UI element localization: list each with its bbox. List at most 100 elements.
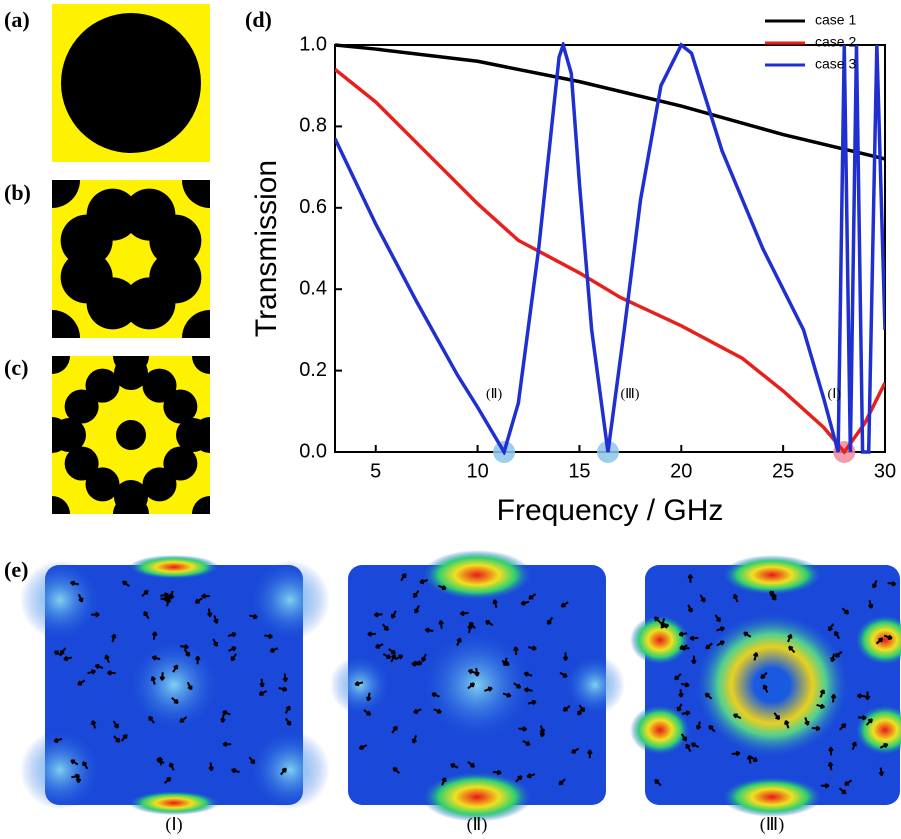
annotation: (Ⅲ) xyxy=(620,387,639,402)
disk xyxy=(182,310,210,338)
arrow xyxy=(811,725,821,732)
arrow xyxy=(180,644,189,650)
arrow xyxy=(558,778,566,786)
arrow xyxy=(104,654,110,664)
disk xyxy=(52,496,70,514)
arrow xyxy=(865,718,873,726)
arrows xyxy=(53,573,897,795)
arrow xyxy=(421,653,427,663)
field-map xyxy=(630,555,901,817)
y-tick-label: 0.6 xyxy=(299,196,327,218)
arrow xyxy=(484,686,493,692)
disk xyxy=(86,188,139,241)
arrow xyxy=(716,626,725,632)
panel-label: (b) xyxy=(4,180,31,205)
field-caption: (Ⅲ) xyxy=(760,814,784,835)
arrow xyxy=(148,715,155,724)
arrow xyxy=(502,692,512,698)
x-tick-label: 5 xyxy=(370,460,381,482)
arrow xyxy=(159,672,166,681)
arrow xyxy=(587,749,593,759)
arrow xyxy=(282,673,289,683)
arrow xyxy=(63,655,73,662)
arrow xyxy=(367,631,376,637)
field-map xyxy=(20,555,330,815)
arrow xyxy=(91,611,100,618)
arrow xyxy=(413,660,423,666)
arrow xyxy=(392,766,401,774)
x-axis-label: Frequency / GHz xyxy=(497,494,724,527)
arrow xyxy=(278,686,288,692)
arrow xyxy=(834,650,843,658)
arrow xyxy=(111,633,117,643)
arrow xyxy=(879,743,889,749)
arrow xyxy=(107,670,116,676)
arrow xyxy=(206,608,213,618)
arrow xyxy=(249,613,258,620)
arrow xyxy=(194,655,201,665)
y-tick-label: 1.0 xyxy=(299,33,327,55)
field-caption: (Ⅱ) xyxy=(467,814,488,835)
arrow xyxy=(220,714,226,723)
arrow xyxy=(441,777,447,786)
arrow xyxy=(654,778,662,787)
arrow xyxy=(151,655,161,661)
panel-label: (d) xyxy=(245,7,272,32)
arrow xyxy=(354,680,364,687)
arrow xyxy=(150,676,156,685)
arrow xyxy=(400,573,407,582)
disk xyxy=(113,496,149,514)
arrow xyxy=(269,647,279,653)
arrow xyxy=(414,605,420,614)
y-axis-label: Transmission xyxy=(250,160,283,337)
disk xyxy=(85,467,120,502)
arrow xyxy=(456,637,462,647)
arrow xyxy=(769,593,777,601)
arrow xyxy=(183,648,191,657)
arrow xyxy=(681,710,691,716)
arrow xyxy=(784,719,790,729)
arrow xyxy=(851,741,857,751)
arrow xyxy=(804,717,810,726)
arrow xyxy=(53,737,63,743)
arrow xyxy=(705,642,713,650)
arrow xyxy=(678,631,688,637)
arrow xyxy=(433,708,442,714)
arrow xyxy=(687,574,694,583)
line xyxy=(335,43,885,161)
panel-label: (e) xyxy=(4,557,28,582)
arrow xyxy=(365,692,372,702)
disk xyxy=(123,277,176,330)
arrow xyxy=(716,640,725,647)
arrow xyxy=(834,630,841,640)
plot-frame xyxy=(334,44,886,453)
arrow xyxy=(560,601,569,608)
arrow xyxy=(526,773,536,779)
y-tick-label: 0.8 xyxy=(299,115,327,137)
disk xyxy=(149,214,202,267)
disk xyxy=(182,180,210,208)
disk xyxy=(113,356,149,374)
y-tick-label: 0.4 xyxy=(299,277,327,299)
arrow xyxy=(94,663,104,670)
arrow xyxy=(513,682,522,689)
arrow xyxy=(685,743,692,752)
annotation: (Ⅱ) xyxy=(486,387,503,402)
x-tick-label: 15 xyxy=(568,460,590,482)
arrow xyxy=(749,755,758,763)
unit-cell xyxy=(52,356,210,514)
arrow xyxy=(467,624,473,633)
arrow xyxy=(77,593,84,603)
arrow xyxy=(660,618,666,627)
disk xyxy=(116,420,146,450)
arrow xyxy=(520,600,530,606)
disk xyxy=(142,467,177,502)
arrow xyxy=(424,627,434,634)
arrow xyxy=(485,620,494,627)
arrow xyxy=(284,705,291,714)
arrow xyxy=(390,610,397,619)
x-tick-label: 20 xyxy=(670,460,692,482)
arrow xyxy=(559,671,568,678)
arrow xyxy=(838,787,847,795)
arrow xyxy=(382,653,392,659)
